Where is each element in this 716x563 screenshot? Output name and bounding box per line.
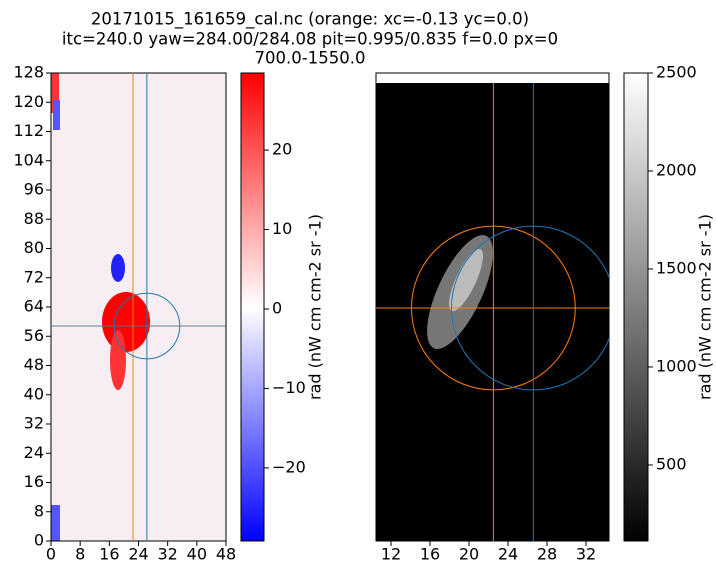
- x-tick-label: 12: [381, 545, 401, 563]
- heatmap-image: [51, 73, 226, 541]
- y-tick-label: 8: [34, 501, 44, 520]
- x-tick-label: 24: [498, 545, 518, 563]
- y-tick-label: 96: [24, 180, 44, 199]
- x-tick-label: 28: [537, 545, 557, 563]
- x-tick-label: 32: [157, 545, 177, 563]
- y-tick-label: 80: [24, 238, 44, 257]
- crosshair-circle: [113, 292, 181, 360]
- colorbar-tick-label: −20: [272, 457, 306, 476]
- colorbar: [240, 72, 265, 542]
- y-tick-label: 104: [13, 150, 44, 169]
- crosshairs: [410, 83, 609, 541]
- crosshair-circle: [410, 225, 576, 391]
- x-tick-label: 40: [187, 545, 207, 563]
- x-tick-label: 20: [459, 545, 479, 563]
- y-tick-label: 120: [13, 92, 44, 111]
- y-tick-label: 56: [24, 326, 44, 345]
- title-line: 700.0-1550.0: [255, 49, 366, 68]
- y-tick-label: 24: [24, 443, 44, 462]
- colorbar-tick-label: 10: [272, 219, 292, 238]
- colorbar-tick-label: −10: [272, 378, 306, 397]
- x-tick-label: 0: [46, 545, 56, 563]
- y-tick-label: 0: [34, 531, 44, 550]
- colorbar-tick-label: 1500: [656, 258, 697, 277]
- y-tick-label: 72: [24, 267, 44, 286]
- colorbar-tick-label: 2000: [656, 160, 697, 179]
- colorbar-tick-label: 500: [656, 454, 687, 473]
- crosshairs: [51, 73, 226, 541]
- y-tick-label: 64: [24, 297, 44, 316]
- x-tick-label: 48: [216, 545, 236, 563]
- x-tick-label: 8: [75, 545, 85, 563]
- y-tick-label: 112: [13, 121, 44, 140]
- y-tick-label: 48: [24, 355, 44, 374]
- colorbar-label: rad (nW cm cm-2 sr -1): [696, 214, 715, 400]
- x-tick-label: 16: [99, 545, 119, 563]
- x-tick-label: 32: [576, 545, 596, 563]
- image: [376, 83, 609, 541]
- colorbar: [623, 72, 649, 542]
- crosshair-circle: [450, 225, 609, 391]
- y-tick-label: 16: [24, 472, 44, 491]
- colorbar-tick-label: 0: [272, 298, 282, 317]
- y-tick-label: 40: [24, 384, 44, 403]
- x-tick-label: 24: [128, 545, 148, 563]
- title-line: itc=240.0 yaw=284.00/284.08 pit=0.995/0.…: [62, 30, 558, 49]
- title-line: 20171015_161659_cal.nc (orange: xc=-0.13…: [91, 10, 529, 30]
- y-tick-label: 128: [13, 63, 44, 82]
- y-tick-label: 88: [24, 209, 44, 228]
- colorbar-label: rad (nW cm cm-2 sr -1): [306, 214, 325, 400]
- x-tick-label: 16: [420, 545, 440, 563]
- colorbar-tick-label: 1000: [656, 356, 697, 375]
- y-tick-label: 32: [24, 414, 44, 433]
- colorbar-tick-label: 20: [272, 140, 292, 159]
- colorbar-tick-label: 2500: [656, 63, 697, 82]
